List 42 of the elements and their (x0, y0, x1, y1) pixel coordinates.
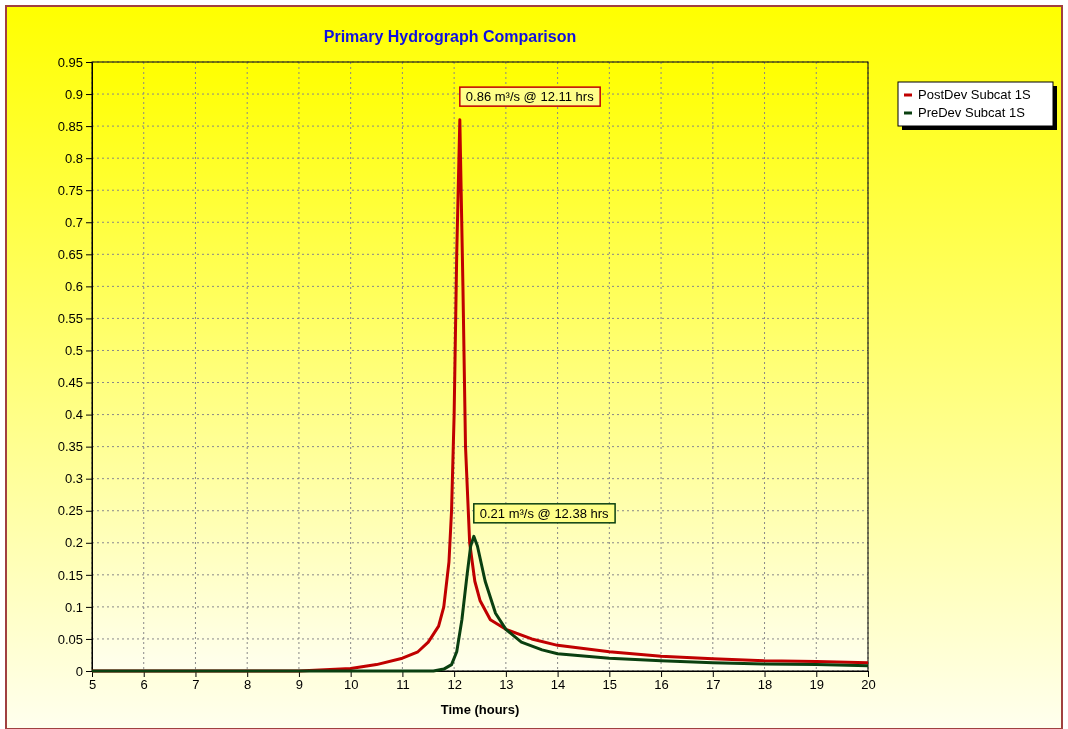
y-tick-label: 0.45 (57, 375, 83, 391)
x-tick-label: 11 (396, 677, 410, 693)
x-tick-label: 10 (343, 677, 359, 693)
y-tick-label: 0.25 (57, 503, 83, 519)
x-tick-label: 20 (861, 677, 876, 693)
y-tick-label: 0.75 (57, 182, 83, 198)
y-tick-label: 0.9 (64, 86, 83, 102)
y-tick-label: 0.4 (64, 407, 83, 423)
y-tick-label: 0.05 (57, 631, 83, 647)
y-tick-label: 0.8 (64, 150, 83, 166)
x-tick-label: 8 (244, 677, 252, 693)
chart-title: Primary Hydrograph Comparison (323, 28, 577, 45)
y-tick-label: 0.85 (57, 118, 83, 134)
y-tick-label: 0.6 (64, 279, 83, 295)
legend-label: PostDev Subcat 1S (918, 87, 1032, 102)
y-tick-label: 0.2 (64, 535, 83, 551)
annotation: 0.86 m³/s @ 12.11 hrs (465, 89, 595, 105)
x-tick-label: 12 (447, 677, 462, 693)
y-tick-label: 0.35 (57, 439, 83, 455)
x-tick-label: 6 (140, 677, 148, 693)
y-tick-label: 0.5 (64, 343, 83, 359)
y-tick-label: 0.15 (57, 567, 83, 583)
y-tick-label: 0.7 (64, 214, 83, 230)
y-tick-label: 0.55 (57, 311, 83, 327)
x-tick-label: 13 (499, 677, 514, 693)
x-tick-label: 19 (809, 677, 824, 693)
x-tick-label: 7 (192, 677, 200, 693)
x-tick-label: 17 (706, 677, 721, 693)
x-tick-label: 16 (654, 677, 669, 693)
x-tick-label: 18 (757, 677, 773, 693)
x-tick-label: 5 (88, 677, 97, 693)
legend-label: PreDev Subcat 1S (918, 105, 1026, 120)
y-tick-label: 0.95 (57, 54, 83, 70)
y-tick-label: 0.1 (64, 599, 83, 615)
x-axis-title: Time (hours) (440, 702, 520, 717)
y-tick-label: 0 (75, 663, 83, 679)
annotation: 0.21 m³/s @ 12.38 hrs (479, 505, 610, 521)
y-tick-label: 0.3 (64, 471, 83, 487)
x-tick-label: 9 (295, 677, 304, 693)
x-tick-label: 15 (602, 677, 618, 693)
y-tick-label: 0.65 (57, 246, 83, 262)
x-tick-label: 14 (550, 677, 566, 693)
